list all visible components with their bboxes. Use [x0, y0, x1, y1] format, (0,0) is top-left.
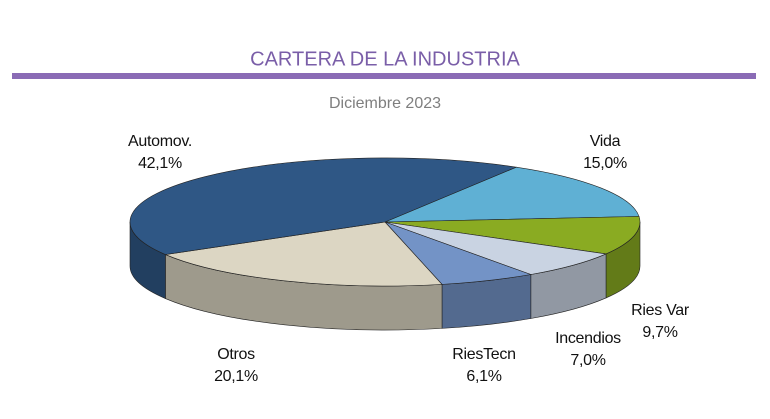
slice-label: Automov.: [128, 133, 192, 150]
slice-label: RiesTecn: [452, 346, 515, 363]
slice: [129, 157, 518, 255]
slice-value: 9,7%: [642, 324, 677, 341]
slice-label: Ries Var: [631, 302, 690, 319]
slice: [164, 221, 443, 287]
slice: [384, 221, 608, 275]
slice-value: 6,1%: [466, 368, 501, 385]
slice-label: Vida: [590, 133, 621, 150]
slice-value: 42,1%: [138, 155, 182, 172]
chart-subtitle: Diciembre 2023: [329, 95, 441, 112]
slice: [384, 216, 641, 255]
slice-label: Otros: [217, 346, 255, 363]
slice-value: 15,0%: [583, 155, 627, 172]
pie-tops: [129, 157, 641, 287]
slice: [384, 166, 640, 223]
chart-title: CARTERA DE LA INDUSTRIA: [250, 48, 520, 70]
slice-value: 20,1%: [214, 368, 258, 385]
title-rule: [12, 73, 756, 79]
slice-value: 7,0%: [570, 352, 605, 369]
pie-labels: Vida 15,0% Ries Var 9,7% Incendios 7,0% RiesTe…: [128, 133, 690, 385]
slice-label: Incendios: [555, 330, 621, 347]
pie-sides: [129, 221, 641, 331]
